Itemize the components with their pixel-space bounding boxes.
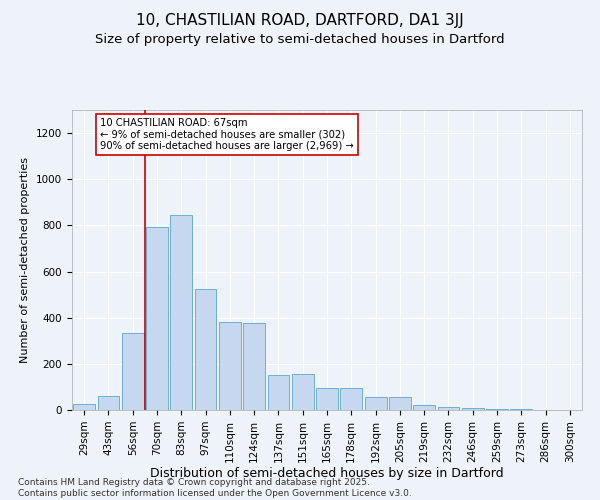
X-axis label: Distribution of semi-detached houses by size in Dartford: Distribution of semi-detached houses by …	[150, 468, 504, 480]
Bar	[97, 396, 119, 410]
Text: 10, CHASTILIAN ROAD, DARTFORD, DA1 3JJ: 10, CHASTILIAN ROAD, DARTFORD, DA1 3JJ	[136, 12, 464, 28]
Bar	[462, 408, 484, 410]
Bar	[268, 376, 289, 410]
Bar	[292, 374, 314, 410]
Bar	[340, 388, 362, 410]
Bar	[73, 404, 95, 410]
Bar	[243, 324, 265, 410]
Bar	[389, 397, 411, 410]
Text: 10 CHASTILIAN ROAD: 67sqm
← 9% of semi-detached houses are smaller (302)
90% of : 10 CHASTILIAN ROAD: 67sqm ← 9% of semi-d…	[100, 118, 353, 152]
Bar	[365, 397, 386, 410]
Bar	[437, 406, 460, 410]
Bar	[413, 406, 435, 410]
Bar	[194, 289, 217, 410]
Text: Contains HM Land Registry data © Crown copyright and database right 2025.
Contai: Contains HM Land Registry data © Crown c…	[18, 478, 412, 498]
Bar	[316, 388, 338, 410]
Bar	[170, 215, 192, 410]
Bar	[122, 332, 143, 410]
Bar	[486, 409, 508, 410]
Text: Size of property relative to semi-detached houses in Dartford: Size of property relative to semi-detach…	[95, 32, 505, 46]
Bar	[146, 226, 168, 410]
Bar	[219, 322, 241, 410]
Y-axis label: Number of semi-detached properties: Number of semi-detached properties	[20, 157, 31, 363]
